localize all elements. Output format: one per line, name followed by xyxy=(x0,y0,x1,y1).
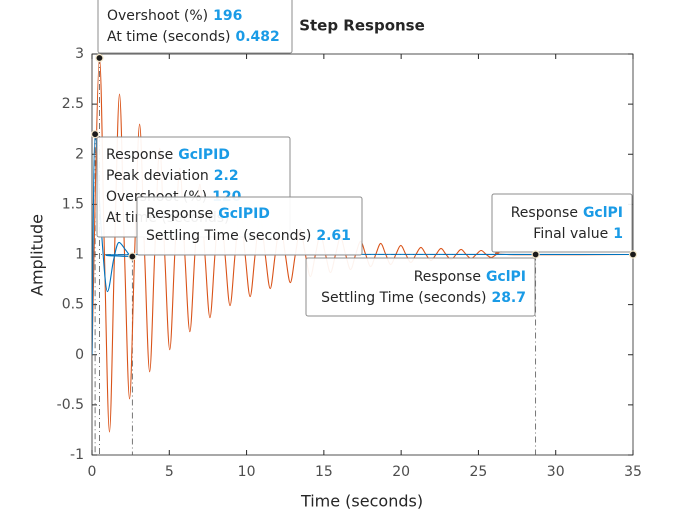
datatip-box xyxy=(136,196,363,256)
y-tick-label: 1 xyxy=(75,247,84,263)
datatip-row: Response GclPI xyxy=(414,269,526,285)
datatip-label: Response xyxy=(414,269,481,285)
datatip-box xyxy=(305,257,536,317)
y-tick-label: 0.5 xyxy=(62,297,84,313)
y-tick-label: 3 xyxy=(75,46,84,62)
x-tick-label: 10 xyxy=(238,464,256,480)
y-tick-label: -1 xyxy=(70,447,84,463)
x-tick-label: 35 xyxy=(624,464,642,480)
datatip-marker xyxy=(90,130,100,139)
datatip-label: Overshoot (%) xyxy=(107,8,208,24)
x-tick-label: 0 xyxy=(88,464,97,480)
datatip-value: 28.7 xyxy=(491,290,526,306)
y-tick-label: 1.5 xyxy=(62,196,84,212)
x-tick-label: 20 xyxy=(392,464,410,480)
datatip-row: At time (seconds) 0.482 xyxy=(107,29,280,45)
datatip-marker xyxy=(128,252,137,261)
datatip-label: Settling Time (seconds) xyxy=(321,290,486,306)
datatip-label: Response xyxy=(106,147,173,163)
datatip-value: 2.61 xyxy=(316,228,351,244)
datatip-box xyxy=(491,193,633,253)
datatip-marker xyxy=(95,53,104,63)
y-tick-label: -0.5 xyxy=(57,397,84,413)
datatip-row: Response GclPID xyxy=(106,147,230,163)
y-tick-label: 2.5 xyxy=(62,96,84,112)
datatip: Response GclPI Final value 1 xyxy=(491,193,633,253)
datatip-row: Response GclPI xyxy=(511,205,623,221)
datatip-value: 196 xyxy=(213,8,242,24)
datatip-label: Settling Time (seconds) xyxy=(146,228,311,244)
x-axis-label: Time (seconds) xyxy=(300,492,423,511)
datatip: Response GclPID Settling Time (seconds) 2.6… xyxy=(136,196,363,256)
datatip-row: Peak deviation 2.2 xyxy=(106,168,239,184)
datatip-value: GclPI xyxy=(486,269,526,285)
x-tick-label: 30 xyxy=(547,464,565,480)
datatip-marker xyxy=(531,250,540,259)
datatip-label: Peak deviation xyxy=(106,168,209,184)
datatip-label: Response xyxy=(511,205,578,221)
datatip-value: GclPID xyxy=(178,147,230,163)
datatip-row: Settling Time (seconds) 28.7 xyxy=(321,290,526,306)
datatip-value: 2.2 xyxy=(214,168,239,184)
datatip-row: Peak deviation 2.96 xyxy=(107,0,249,3)
datatip-row: Overshoot (%) 196 xyxy=(107,8,242,24)
datatip-value: 0.482 xyxy=(236,29,280,45)
datatip-row: Response GclPID xyxy=(146,206,270,222)
x-tick-label: 5 xyxy=(165,464,174,480)
datatip-row: Final value 1 xyxy=(533,226,623,242)
chart-title: Step Response xyxy=(299,17,425,35)
y-tick-label: 0 xyxy=(75,347,84,363)
datatip-value: GclPID xyxy=(218,206,270,222)
datatip: Peak deviation 2.96 Overshoot (%) 196 At tim… xyxy=(97,0,293,54)
datatip-label: At time (seconds) xyxy=(107,29,231,45)
datatip-label: Final value xyxy=(533,226,608,242)
datatip-box xyxy=(97,0,293,54)
y-tick-label: 2 xyxy=(75,146,84,162)
datatip-value: 2.96 xyxy=(215,0,250,3)
datatip-value: 1 xyxy=(613,226,623,242)
datatip-label: Peak deviation xyxy=(107,0,210,3)
x-tick-label: 15 xyxy=(315,464,333,480)
y-axis-label: Amplitude xyxy=(28,214,47,296)
datatip-row: Settling Time (seconds) 2.61 xyxy=(146,228,351,244)
datatip-label: Response xyxy=(146,206,213,222)
datatip-marker xyxy=(628,250,638,259)
x-tick-label: 25 xyxy=(470,464,488,480)
datatip-value: GclPI xyxy=(583,205,623,221)
